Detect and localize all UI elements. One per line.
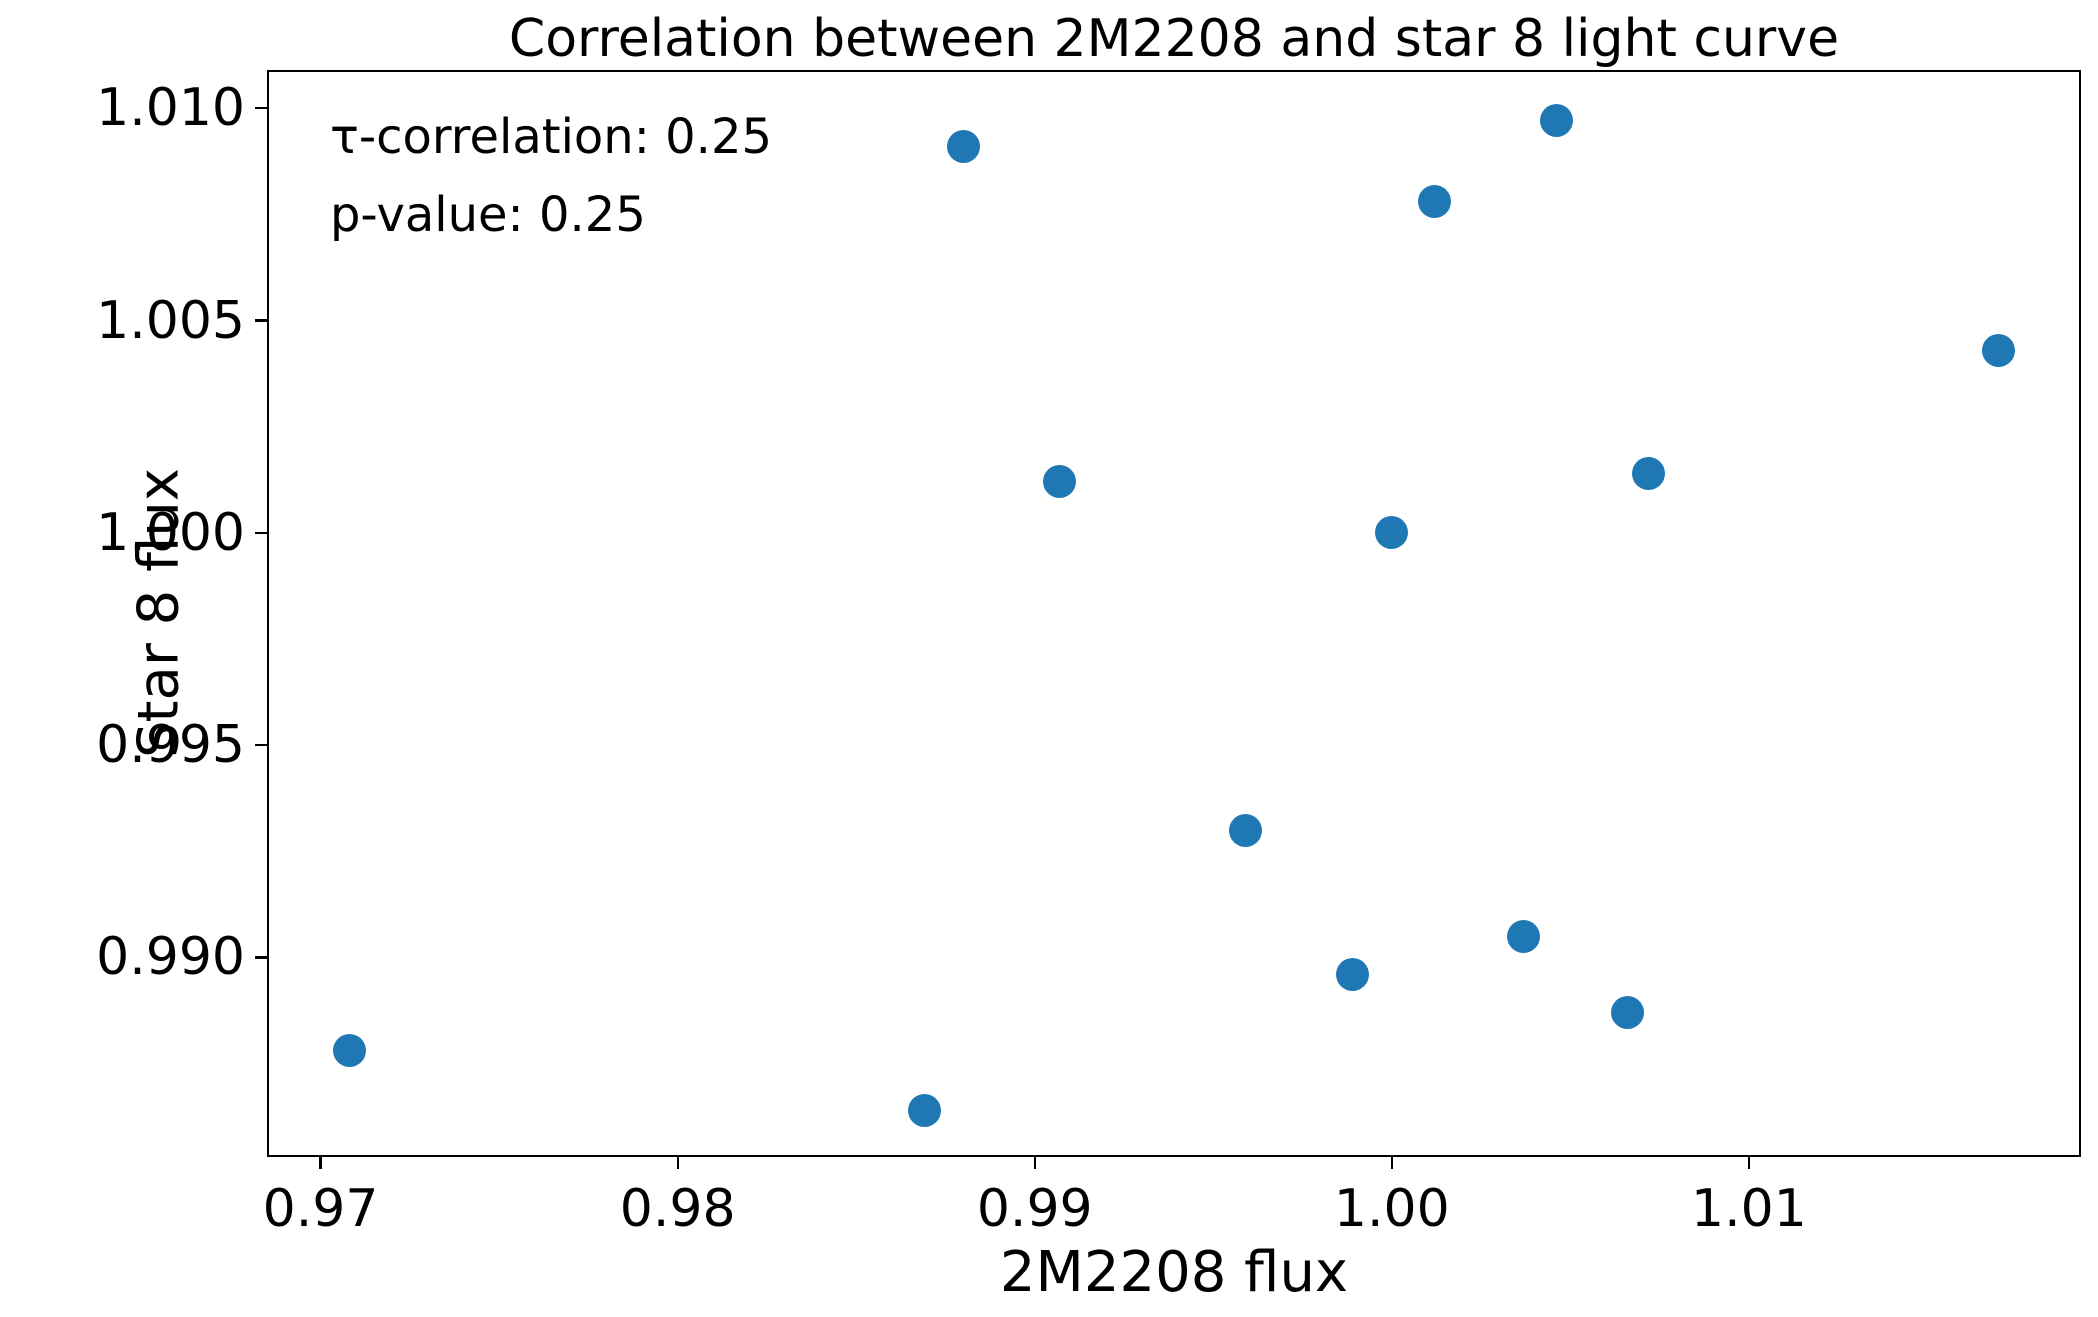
x-tick-label: 0.99 xyxy=(976,1179,1093,1239)
y-tick-label: 0.995 xyxy=(96,715,245,776)
chart-title: Correlation between 2M2208 and star 8 li… xyxy=(508,9,1840,69)
y-tick-label: 1.005 xyxy=(96,290,245,351)
x-tick-mark xyxy=(1033,1157,1036,1169)
scatter-point xyxy=(1982,333,2016,367)
scatter-point xyxy=(1336,957,1370,991)
x-tick-label: 0.97 xyxy=(262,1179,379,1239)
scatter-point xyxy=(332,1034,366,1068)
y-tick-label: 1.000 xyxy=(96,502,245,563)
scatter-point xyxy=(1418,185,1452,219)
scatter-point xyxy=(946,129,980,163)
y-tick-mark xyxy=(255,744,267,747)
y-tick-mark xyxy=(255,956,267,959)
x-tick-mark xyxy=(676,1157,679,1169)
x-tick-label: 1.01 xyxy=(1691,1179,1807,1239)
y-tick-mark xyxy=(255,319,267,322)
y-tick-label: 1.010 xyxy=(96,78,245,139)
scatter-point xyxy=(1507,919,1541,953)
x-axis-label: 2M2208 flux xyxy=(999,1240,1349,1305)
scatter-point xyxy=(1228,813,1262,847)
scatter-point xyxy=(1043,465,1077,499)
x-tick-label: 0.98 xyxy=(619,1179,736,1239)
scatter-point xyxy=(1539,104,1573,138)
scatter-point xyxy=(907,1093,941,1127)
y-tick-mark xyxy=(255,531,267,534)
x-tick-label: 1.00 xyxy=(1333,1179,1450,1239)
plot-area xyxy=(267,70,2081,1157)
x-tick-mark xyxy=(1390,1157,1393,1169)
annotation-tau-correlation: τ-correlation: 0.25 xyxy=(329,108,773,165)
x-tick-mark xyxy=(1747,1157,1750,1169)
y-tick-label: 0.990 xyxy=(96,927,245,988)
annotation-p-value: p-value: 0.25 xyxy=(329,187,646,243)
x-tick-mark xyxy=(319,1157,322,1169)
scatter-point xyxy=(1375,516,1409,550)
scatter-point xyxy=(1632,456,1666,490)
y-tick-mark xyxy=(255,107,267,110)
scatter-point xyxy=(1611,996,1644,1030)
